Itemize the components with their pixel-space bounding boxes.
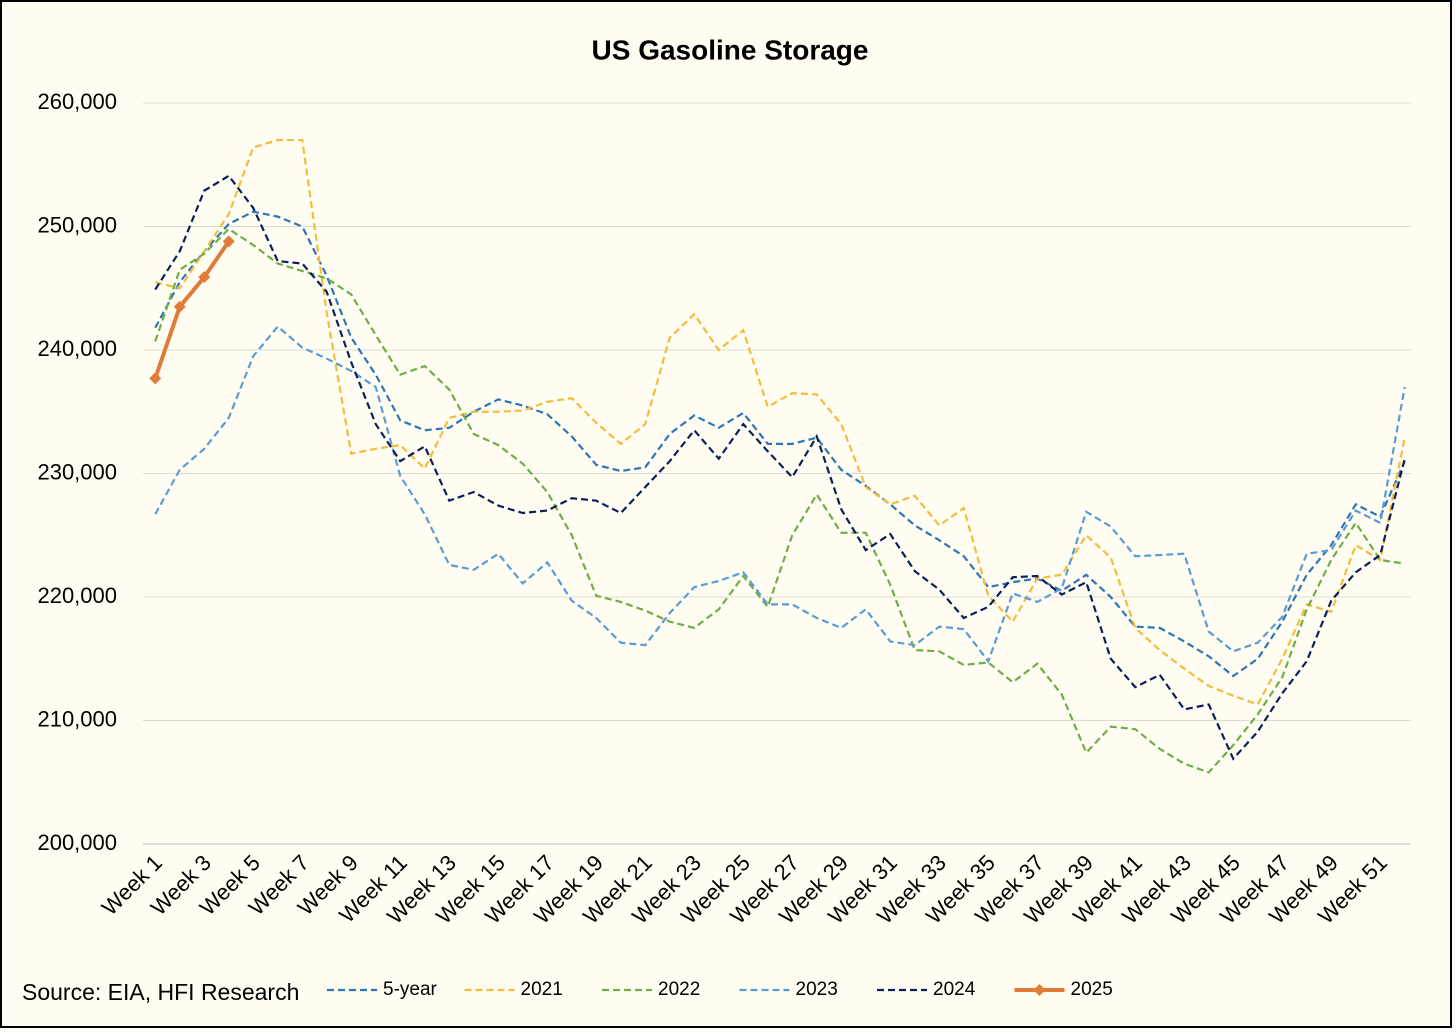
- legend-label: 2024: [933, 979, 976, 1000]
- series-line: [154, 174, 1406, 761]
- y-tick-label: 230,000: [37, 459, 117, 484]
- chart-title: US Gasoline Storage: [592, 34, 869, 65]
- source-note: Source: EIA, HFI Research: [22, 979, 299, 1005]
- y-tick-label: 240,000: [37, 336, 117, 361]
- series-line: [154, 324, 1406, 664]
- legend-label: 2025: [1071, 979, 1113, 1000]
- legend-label: 5-year: [383, 979, 438, 1000]
- legend-marker: [1033, 984, 1046, 996]
- series-line: [154, 227, 1405, 774]
- series-marker: [149, 372, 162, 385]
- series-line: [154, 210, 1406, 678]
- y-tick-label: 220,000: [37, 583, 117, 608]
- legend-label: 2022: [658, 979, 700, 1000]
- series-marker: [198, 271, 211, 284]
- y-tick-label: 210,000: [37, 706, 117, 731]
- series-marker: [222, 235, 235, 248]
- y-tick-label: 250,000: [37, 212, 117, 237]
- y-tick-label: 200,000: [37, 830, 117, 855]
- series-line: [154, 138, 1406, 706]
- series-line: [153, 240, 231, 380]
- legend-label: 2023: [796, 979, 838, 1000]
- y-tick-label: 260,000: [37, 89, 117, 114]
- series-marker: [173, 300, 186, 313]
- legend-label: 2021: [521, 979, 563, 1000]
